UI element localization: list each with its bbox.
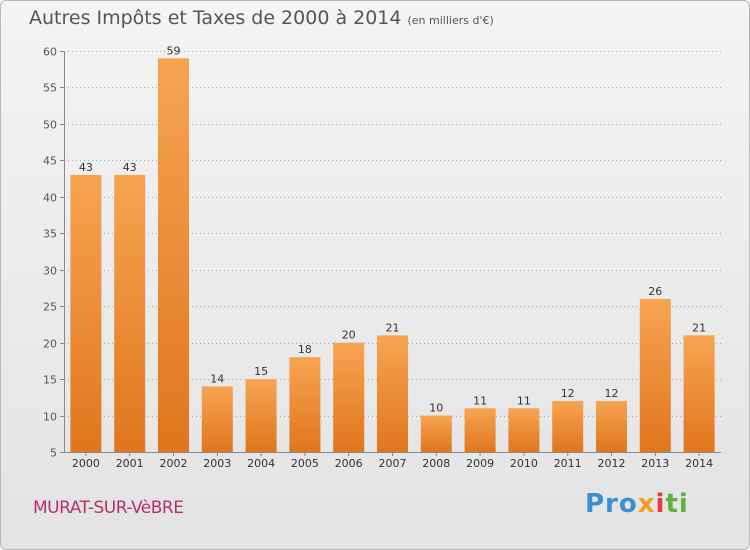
logo-part-1: Pro xyxy=(585,489,638,519)
bar-2000 xyxy=(70,174,102,453)
x-tick-label: 2008 xyxy=(422,457,450,470)
bar-2012 xyxy=(596,400,627,452)
data-label: 11 xyxy=(473,394,487,407)
x-tick-label: 2003 xyxy=(203,457,231,470)
logo-part-2: x xyxy=(637,489,656,519)
x-tick-label: 2011 xyxy=(554,457,582,470)
y-tick-label: 30 xyxy=(43,265,57,278)
y-tick-label: 40 xyxy=(43,192,57,205)
bar-2002 xyxy=(158,58,189,453)
x-tick-label: 2014 xyxy=(685,457,713,470)
bar-2004 xyxy=(245,379,277,452)
y-tick-label: 45 xyxy=(43,155,57,168)
y-tick-label: 55 xyxy=(43,82,57,95)
data-label: 10 xyxy=(429,402,443,415)
x-tick-label: 2005 xyxy=(291,457,319,470)
bar-2014 xyxy=(683,335,715,452)
bar-2006 xyxy=(333,342,365,452)
x-tick-label: 2002 xyxy=(160,457,188,470)
bar-2009 xyxy=(464,408,496,452)
chart-title: Autres Impôts et Taxes de 2000 à 2014 (en… xyxy=(29,7,494,29)
bar-2010 xyxy=(508,408,540,452)
bar-2007 xyxy=(377,335,408,452)
labels: 5 10 15 20 25 30 35 40 45 50 55 60 2000 43 2001 43 2002 5… xyxy=(43,44,713,470)
x-tick-label: 2004 xyxy=(247,457,275,470)
x-tick-label: 2006 xyxy=(335,457,363,470)
y-tick-label: 50 xyxy=(43,119,57,132)
y-tick-label: 60 xyxy=(43,46,57,59)
bar-2005 xyxy=(289,357,321,452)
x-tick-label: 2009 xyxy=(466,457,494,470)
chart-unit-label: (en milliers d'€) xyxy=(407,14,494,27)
y-tick-label: 20 xyxy=(43,338,57,351)
data-label: 18 xyxy=(298,343,312,356)
y-tick-label: 10 xyxy=(43,411,57,424)
data-label: 26 xyxy=(648,285,662,298)
x-tick-label: 2000 xyxy=(72,457,100,470)
y-tick-label: 5 xyxy=(50,447,57,460)
bar-2003 xyxy=(201,386,233,452)
data-label: 20 xyxy=(342,329,356,342)
bar-2008 xyxy=(420,415,452,452)
x-tick-label: 2013 xyxy=(641,457,669,470)
logo-part-4: ti xyxy=(665,489,689,519)
bar-2013 xyxy=(639,298,671,452)
x-tick-label: 2001 xyxy=(116,457,144,470)
data-label: 11 xyxy=(517,394,531,407)
x-tick-label: 2010 xyxy=(510,457,538,470)
bars xyxy=(70,58,715,453)
bar-2001 xyxy=(114,174,146,453)
y-tick-label: 15 xyxy=(43,374,57,387)
data-label: 12 xyxy=(561,387,575,400)
axes xyxy=(60,51,721,456)
proxiti-logo: Proxiti xyxy=(585,489,689,519)
x-tick-label: 2007 xyxy=(379,457,407,470)
data-label: 12 xyxy=(605,387,619,400)
data-label: 15 xyxy=(254,365,268,378)
y-tick-label: 25 xyxy=(43,301,57,314)
data-label: 21 xyxy=(386,321,400,334)
data-label: 43 xyxy=(79,161,93,174)
data-label: 59 xyxy=(167,44,181,57)
commune-name: MURAT-SUR-VèBRE xyxy=(33,498,184,518)
x-tick-label: 2012 xyxy=(598,457,626,470)
data-label: 43 xyxy=(123,161,137,174)
y-tick-label: 35 xyxy=(43,228,57,241)
data-label: 21 xyxy=(692,321,706,334)
data-label: 14 xyxy=(210,372,224,385)
chart-title-text: Autres Impôts et Taxes de 2000 à 2014 xyxy=(29,7,402,29)
bar-2011 xyxy=(552,400,584,452)
logo-part-3: i xyxy=(655,489,666,519)
